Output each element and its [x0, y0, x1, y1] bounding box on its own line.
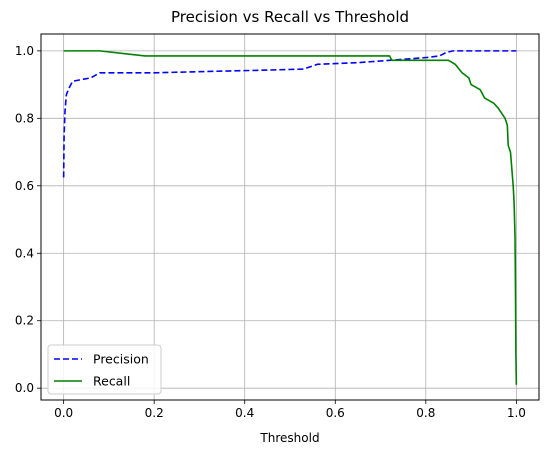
x-tick-label: 0.4	[235, 406, 254, 420]
grid	[41, 34, 539, 400]
series-line-recall	[63, 50, 518, 385]
ticks: 0.0 0.2 0.4 0.6 0.8 1.0 0.0 0.2 0.4 0.6 0.8 1.0	[15, 44, 526, 420]
y-tick-label: 1.0	[15, 44, 34, 58]
legend-precision-label: Precision	[93, 352, 149, 367]
x-tick-label: 0.2	[145, 406, 164, 420]
series-line-precision	[62, 50, 517, 178]
legend-recall-label: Recall	[93, 374, 130, 389]
legend: Precision Recall	[47, 344, 162, 395]
y-tick-label: 0.8	[15, 111, 34, 125]
y-tick-label: 0.6	[15, 179, 34, 193]
y-tick-label: 0.2	[15, 314, 34, 328]
x-axis-label: Threshold	[259, 431, 319, 445]
x-tick-label: 0.6	[326, 406, 345, 420]
x-tick-label: 1.0	[507, 406, 526, 420]
y-tick-label: 0.4	[15, 246, 34, 260]
x-tick-label: 0.8	[416, 406, 435, 420]
y-tick-label: 0.0	[15, 381, 34, 395]
x-tick-label: 0.0	[54, 406, 73, 420]
chart-title: Precision vs Recall vs Threshold	[171, 8, 409, 26]
plot-frame	[40, 33, 540, 401]
series-layer	[62, 50, 518, 385]
